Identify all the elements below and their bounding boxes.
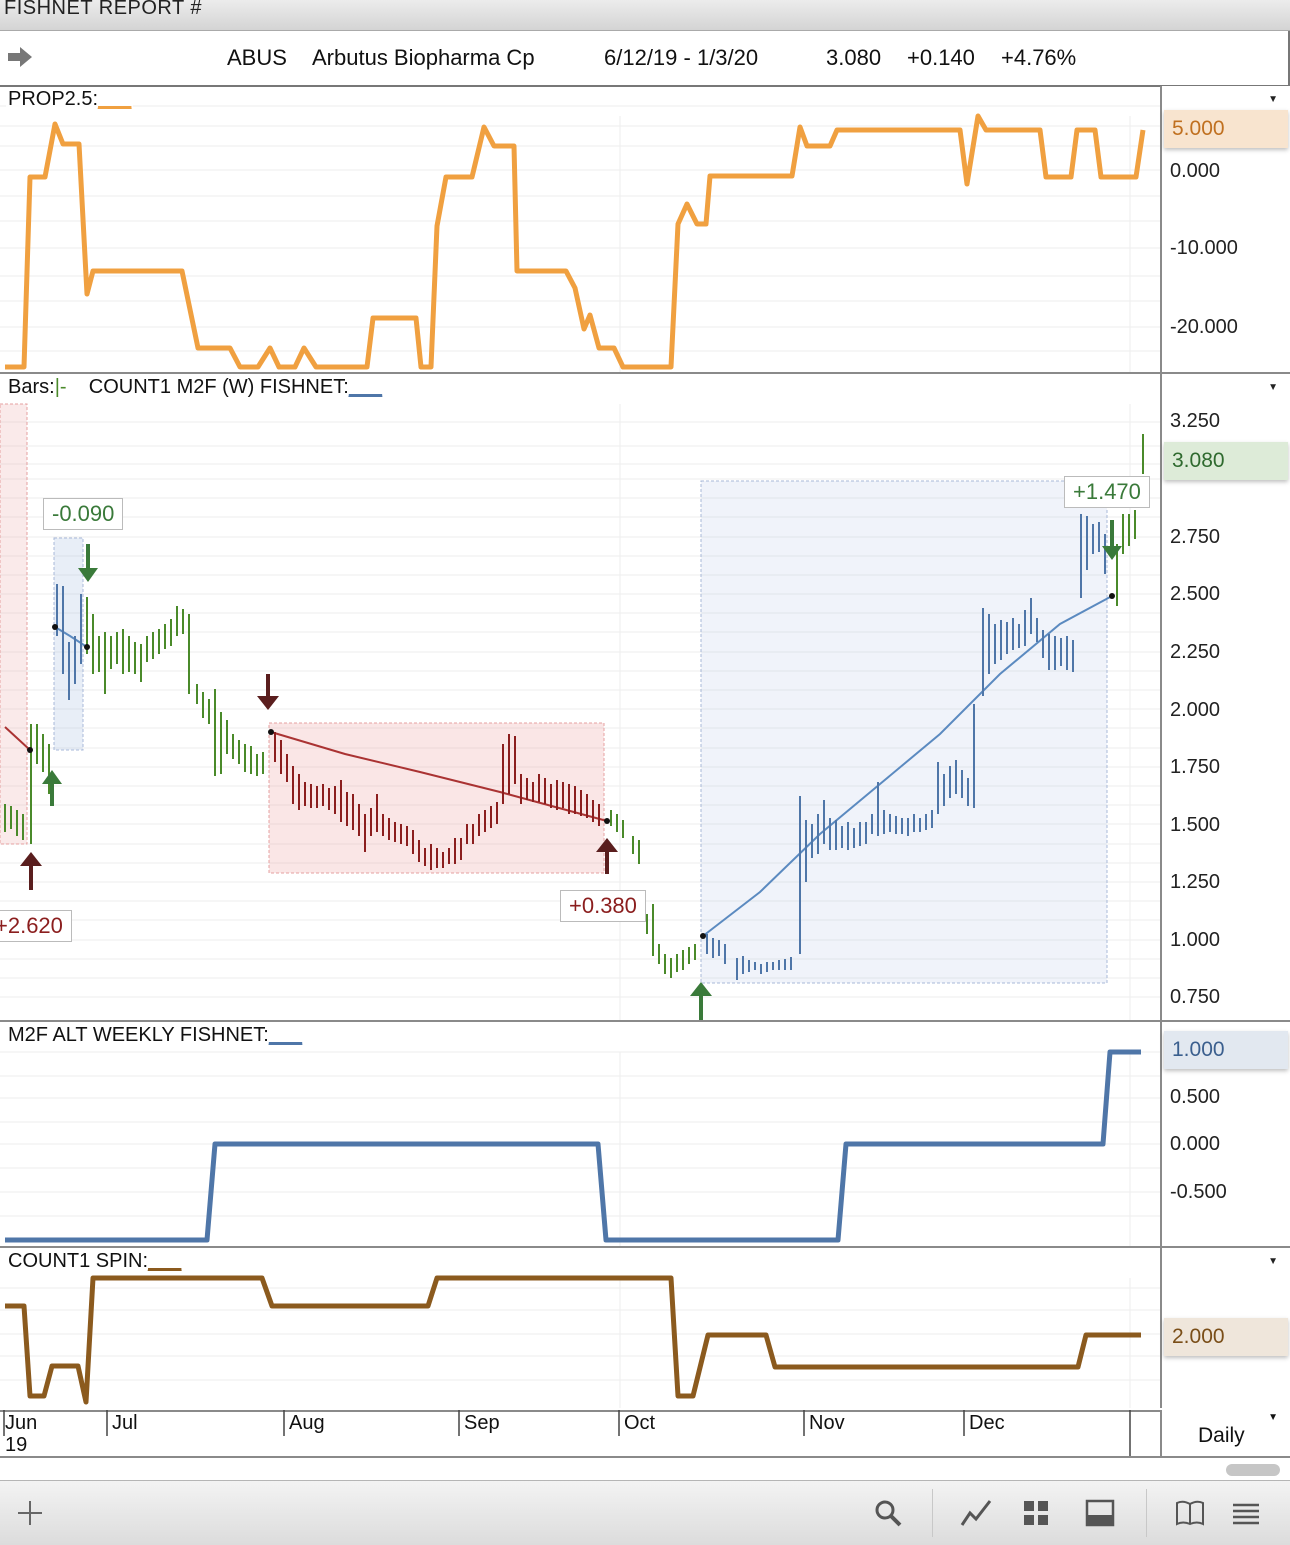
price-change: +0.140	[907, 45, 975, 70]
price-tick: 2.500	[1170, 583, 1221, 605]
trade-result-label: +1.470	[1064, 476, 1150, 508]
window-title-bar: FISHNET REPORT #	[0, 0, 1290, 31]
chevron-down-icon[interactable]: ▼	[1268, 382, 1278, 393]
window-title: FISHNET REPORT #	[4, 0, 203, 19]
price-tick: 1.250	[1170, 871, 1221, 893]
prop-plot	[0, 105, 1160, 372]
m2f-tick: 0.000	[1170, 1133, 1221, 1155]
arrow-up-icon	[690, 982, 712, 1020]
price-tick: 1.000	[1170, 929, 1221, 951]
price-tick: 2.000	[1170, 699, 1221, 721]
plus-icon[interactable]	[14, 1497, 46, 1529]
m2f-axis[interactable]: ▼ 1.000 0.500 0.000 -0.500	[1160, 1022, 1290, 1248]
arrow-up-icon	[596, 838, 618, 874]
m2f-current-tag: 1.000	[1164, 1031, 1288, 1069]
prop-label: PROP2.5:___	[6, 88, 134, 111]
spin-pane[interactable]: COUNT1 SPIN:___	[0, 1248, 1160, 1408]
month-label: Sep	[464, 1412, 500, 1434]
arrow-up-icon	[42, 770, 62, 806]
price-bars-green	[4, 434, 1144, 978]
price-tick: 3.250	[1170, 410, 1221, 432]
price-current-tag: 3.080	[1164, 442, 1288, 480]
prop-current-tag: 5.000	[1164, 110, 1288, 148]
symbol-header: ABUS Arbutus Biopharma Cp 6/12/19 - 1/3/…	[0, 31, 1290, 87]
prop-pane[interactable]: PROP2.5:___	[0, 86, 1160, 374]
trend-line	[270, 731, 608, 822]
last-price: 3.080	[826, 45, 882, 70]
m2f-label: M2F ALT WEEKLY FISHNET:___	[6, 1024, 305, 1047]
m2f-plot	[0, 1049, 1160, 1246]
spin-line	[5, 1275, 1141, 1405]
month-label: Aug	[289, 1412, 325, 1434]
menu-icon[interactable]	[1230, 1497, 1262, 1529]
trade-result-label: +0.380	[560, 890, 646, 922]
arrow-right-icon[interactable]	[6, 46, 34, 68]
price-tick: 2.750	[1170, 526, 1221, 548]
price-bars-blue	[56, 514, 1106, 980]
arrow-down-icon	[257, 674, 279, 710]
trade-box-short-1[interactable]	[0, 403, 28, 845]
m2f-tick: 0.500	[1170, 1086, 1221, 1108]
trade-result-label: -0.090	[43, 498, 124, 530]
month-label: Dec	[969, 1412, 1005, 1434]
m2f-pane[interactable]: M2F ALT WEEKLY FISHNET:___	[0, 1022, 1160, 1248]
panel-icon[interactable]	[1084, 1497, 1116, 1529]
month-label: Jul	[112, 1412, 138, 1434]
grid-icon[interactable]	[1020, 1497, 1052, 1529]
price-tick: 2.250	[1170, 641, 1221, 663]
symbol: ABUS	[227, 45, 287, 70]
prop-line	[5, 113, 1146, 370]
prop-axis[interactable]: ▼ 5.000 0.000 -10.000 -20.000	[1160, 86, 1290, 374]
trade-box-long-2[interactable]	[700, 480, 1108, 984]
trend-line	[702, 595, 1113, 937]
spin-plot	[0, 1275, 1160, 1408]
spin-label: COUNT1 SPIN:___	[6, 1250, 184, 1273]
price-plot	[0, 403, 1160, 1020]
price-tick: 1.500	[1170, 814, 1221, 836]
year-label: 19	[5, 1434, 28, 1456]
spin-current-tag: 2.000	[1164, 1318, 1288, 1356]
arrow-down-icon	[78, 544, 98, 582]
price-pane[interactable]: Bars:|- COUNT1 M2F (W) FISHNET:___ -0.09…	[0, 374, 1160, 1022]
trend-line	[4, 726, 31, 751]
price-bars-red	[274, 732, 600, 870]
prop-tick: 0.000	[1170, 160, 1221, 182]
chevron-down-icon[interactable]: ▼	[1268, 1256, 1278, 1267]
period-label: Daily	[1198, 1424, 1245, 1447]
price-tick: 1.750	[1170, 756, 1221, 778]
price-change-pct: +4.76%	[1001, 45, 1077, 70]
arrow-down-icon	[1102, 520, 1122, 560]
time-axis[interactable]: Jun 19 Jul Aug Sep Oct Nov Dec	[0, 1410, 1160, 1458]
price-tick: 0.750	[1170, 986, 1221, 1008]
search-icon[interactable]	[872, 1497, 904, 1529]
m2f-line	[5, 1049, 1141, 1243]
arrow-up-icon	[20, 852, 42, 890]
horizontal-scrollbar[interactable]	[1226, 1464, 1280, 1476]
month-label: Jun	[5, 1412, 38, 1434]
month-label: Nov	[809, 1412, 845, 1434]
month-label: Oct	[624, 1412, 656, 1434]
spin-axis[interactable]: ▼ 2.000	[1160, 1248, 1290, 1408]
line-chart-icon[interactable]	[960, 1497, 992, 1529]
prop-tick: -10.000	[1170, 237, 1238, 259]
prop-tick: -20.000	[1170, 316, 1238, 338]
date-range: 6/12/19 - 1/3/20	[604, 45, 759, 70]
trade-result-label: +2.620	[0, 910, 72, 942]
period-selector[interactable]: Daily ▼	[1160, 1410, 1290, 1458]
m2f-tick: -0.500	[1170, 1181, 1227, 1203]
chevron-down-icon[interactable]: ▼	[1268, 94, 1278, 105]
chevron-down-icon[interactable]: ▼	[1268, 1412, 1278, 1423]
book-icon[interactable]	[1174, 1497, 1206, 1529]
price-label: Bars:|- COUNT1 M2F (W) FISHNET:___	[6, 376, 385, 399]
bottom-toolbar	[0, 1480, 1290, 1545]
company-name: Arbutus Biopharma Cp	[312, 45, 535, 70]
price-axis[interactable]: ▼ 3.250 3.080 2.750 2.500 2.250 2.000 1.…	[1160, 374, 1290, 1022]
